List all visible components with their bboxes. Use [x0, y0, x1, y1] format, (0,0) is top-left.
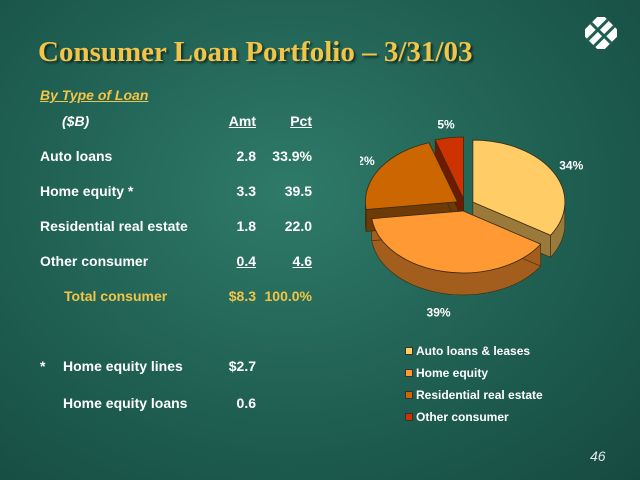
total-label: Total consumer: [64, 288, 168, 304]
footnote-amt: $2.7: [228, 358, 256, 374]
footnote-marker: *: [40, 358, 46, 374]
row-pct: 39.5: [284, 183, 312, 199]
slide-title: Consumer Loan Portfolio – 3/31/03: [38, 36, 473, 68]
legend-item: Home equity: [405, 362, 543, 384]
row-amt: 2.8: [236, 148, 256, 164]
pie-chart: 34% 39% 22% 5%: [360, 117, 584, 320]
pie-slice: [365, 142, 459, 210]
pie-slice: [472, 139, 566, 236]
row-label: Residential real estate: [40, 218, 188, 234]
footnote-label: Home equity loans: [63, 395, 188, 411]
pie-slice-label: 22%: [360, 154, 375, 168]
legend-label: Home equity: [416, 366, 489, 380]
page-number: 46: [590, 448, 606, 464]
legend-item: Other consumer: [405, 406, 543, 428]
pie-slice-label: 34%: [559, 159, 583, 173]
unit-label: ($B): [62, 113, 90, 129]
legend-item: Auto loans & leases: [405, 340, 543, 362]
legend-label: Other consumer: [416, 410, 509, 424]
footnote-label: Home equity lines: [63, 358, 183, 374]
pie-slice: [434, 136, 464, 200]
footnote-amt: 0.6: [236, 395, 256, 411]
pct-header: Pct: [290, 113, 312, 129]
chart-legend: Auto loans & leases Home equity Resident…: [405, 340, 543, 428]
total-pct: 100.0%: [264, 288, 312, 304]
row-label: Other consumer: [40, 253, 149, 269]
legend-swatch: [405, 347, 413, 355]
row-pct: 4.6: [292, 253, 312, 269]
legend-label: Residential real estate: [416, 388, 543, 402]
row-pct: 22.0: [284, 218, 312, 234]
row-amt: 3.3: [236, 183, 256, 199]
legend-swatch: [405, 391, 413, 399]
row-label: Home equity *: [40, 183, 134, 199]
row-pct: 33.9%: [272, 148, 312, 164]
pie-slice-label: 39%: [427, 306, 451, 320]
row-amt: 0.4: [236, 253, 256, 269]
total-amt: $8.3: [228, 288, 256, 304]
legend-item: Residential real estate: [405, 384, 543, 406]
legend-swatch: [405, 369, 413, 377]
row-amt: 1.8: [236, 218, 256, 234]
company-logo-icon: [585, 17, 617, 49]
pie-slice: [371, 210, 542, 274]
legend-label: Auto loans & leases: [416, 344, 531, 358]
section-subtitle: By Type of Loan: [40, 87, 149, 103]
legend-swatch: [405, 413, 413, 421]
row-label: Auto loans: [40, 148, 113, 164]
amt-header: Amt: [228, 113, 256, 129]
pie-slice-label: 5%: [437, 117, 455, 131]
